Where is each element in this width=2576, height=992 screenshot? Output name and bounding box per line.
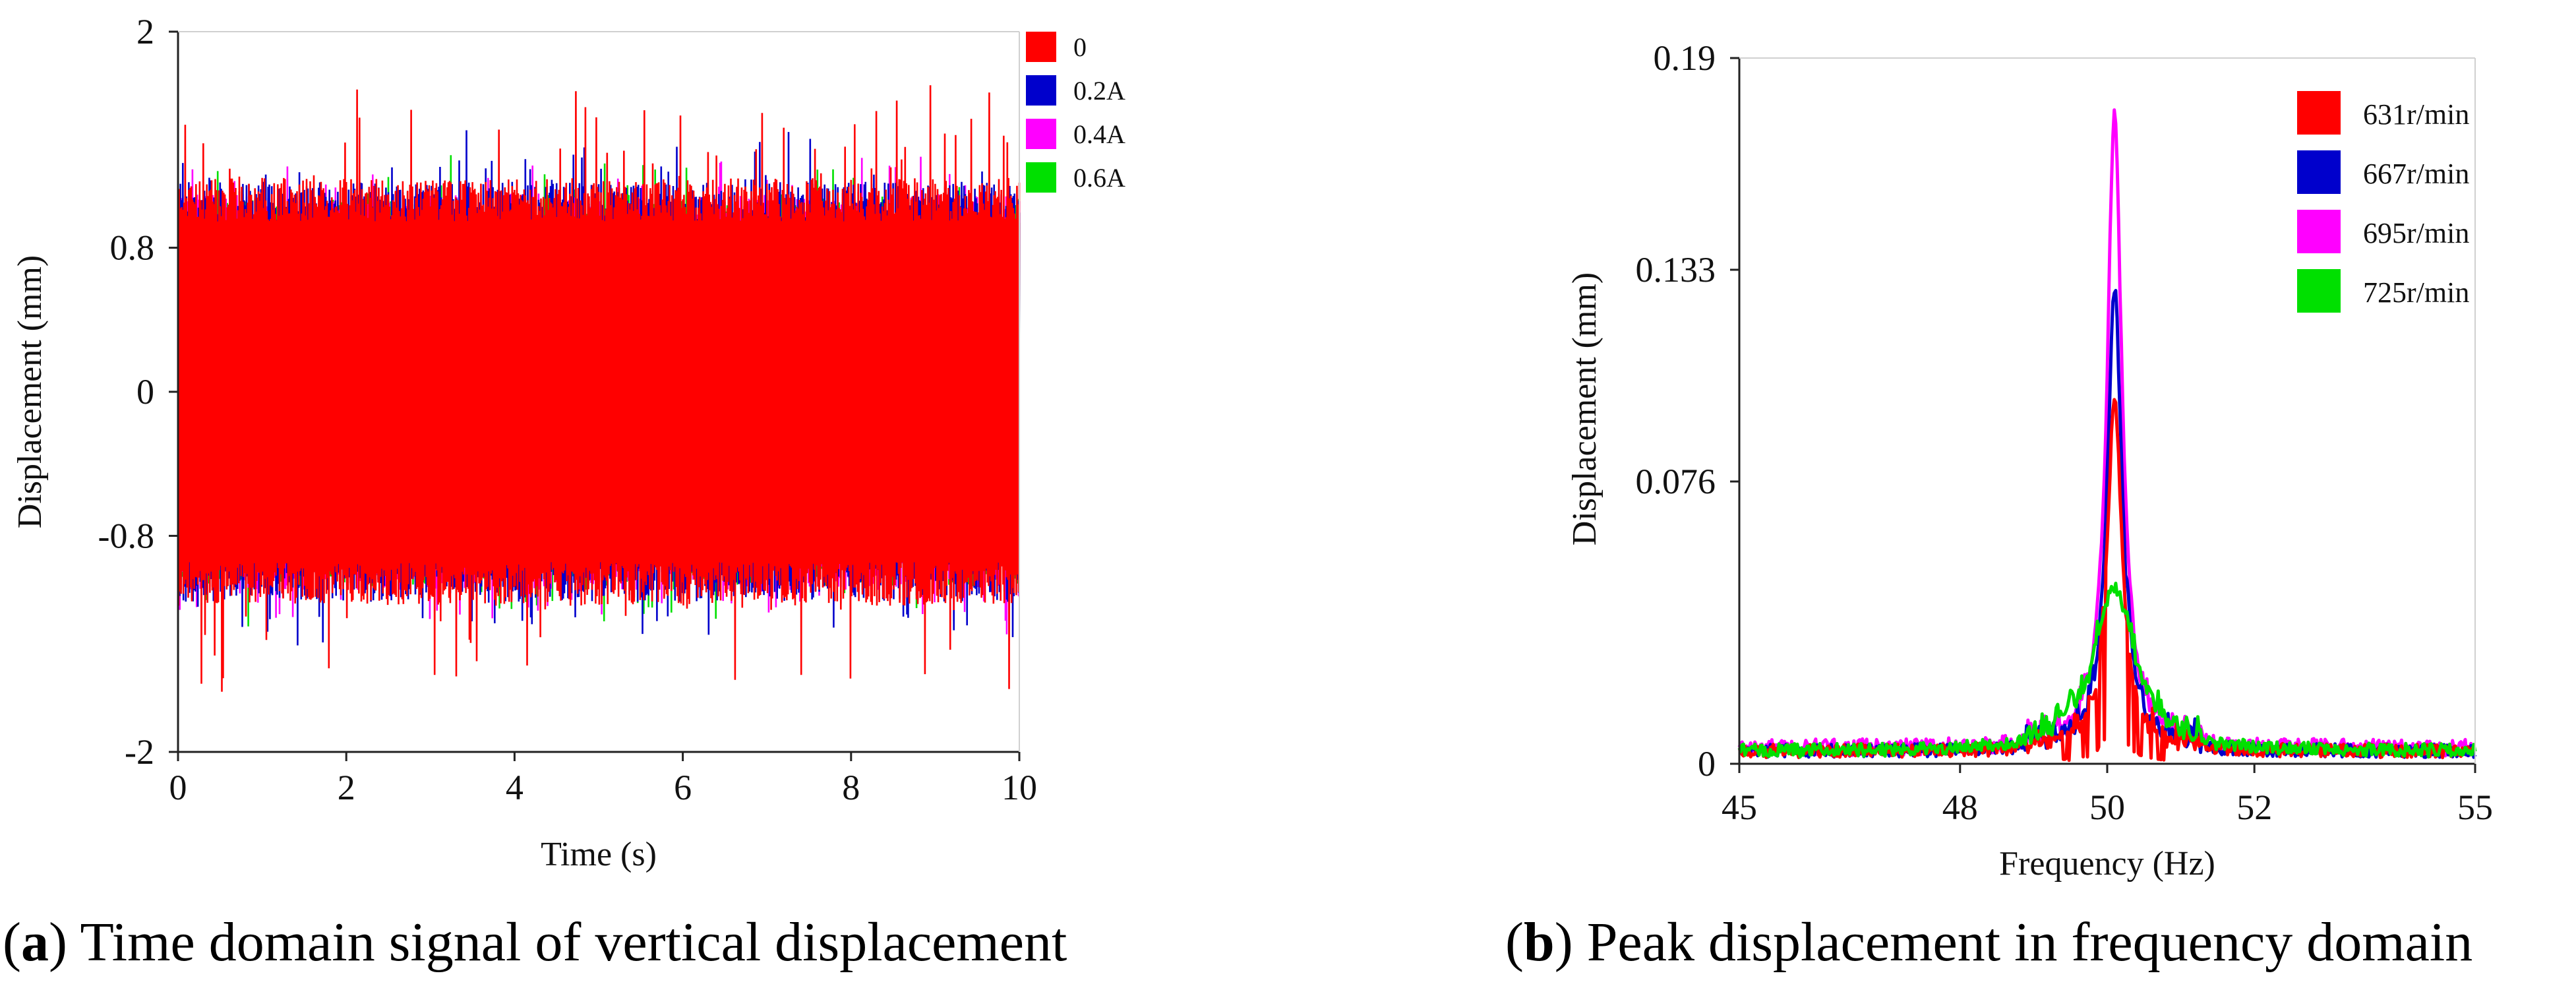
y-axis-label-b: Displacement (mm) bbox=[1566, 272, 1603, 545]
legend-label-a: 0.2A bbox=[1073, 76, 1125, 106]
y-tick-label-a: 2 bbox=[136, 12, 154, 51]
caption-a-text: Time domain signal of vertical displacem… bbox=[80, 912, 1067, 973]
legend-swatch-b bbox=[2297, 91, 2341, 135]
x-tick-label-b: 50 bbox=[2089, 788, 2125, 827]
legend-label-a: 0.6A bbox=[1073, 163, 1125, 193]
x-axis-label-b: Frequency (Hz) bbox=[1999, 845, 2215, 883]
x-tick-label-a: 8 bbox=[842, 768, 860, 807]
chart-frequency-domain: 45 48 50 52 55 0.19 0.133 0.076 0 Frequency (Hz)… bbox=[1566, 38, 2493, 883]
legend-swatch-a bbox=[1026, 32, 1056, 62]
legend-swatch-a bbox=[1026, 162, 1056, 193]
legend-label-b: 667r/min bbox=[2363, 158, 2469, 190]
y-tick-label-b: 0.19 bbox=[1654, 38, 1716, 78]
series-line-725r/min bbox=[1737, 581, 2477, 759]
legend-swatch-a bbox=[1026, 75, 1056, 106]
chart-b-series-group bbox=[1737, 108, 2477, 762]
x-tick-label-b: 45 bbox=[1722, 788, 1757, 827]
chart-a-ticks: 0 2 4 6 8 10 2 0.8 0 -0.8 -2 bbox=[98, 12, 1037, 807]
chart-b-legend: 631r/min 667r/min 695r/min 725r/min bbox=[2297, 91, 2469, 313]
y-tick-label-a: 0 bbox=[136, 372, 154, 412]
legend-label-b: 695r/min bbox=[2363, 217, 2469, 249]
caption-b-letter: b bbox=[1523, 912, 1555, 973]
legend-label-b: 631r/min bbox=[2363, 98, 2469, 131]
legend-label-a: 0.4A bbox=[1073, 119, 1125, 149]
legend-label-b: 725r/min bbox=[2363, 276, 2469, 309]
x-tick-label-a: 6 bbox=[674, 768, 692, 807]
chart-time-domain: 0 2 4 6 8 10 2 0.8 0 -0.8 -2 Time (s) Displacement… bbox=[11, 12, 1125, 873]
y-tick-label-a: -2 bbox=[125, 732, 154, 772]
caption-a: (a) Time domain signal of vertical displ… bbox=[3, 912, 1067, 973]
chart-a-legend: 0 0.2A 0.4A 0.6A bbox=[1026, 32, 1125, 193]
y-tick-label-b: 0.076 bbox=[1636, 462, 1716, 501]
legend-label-a: 0 bbox=[1073, 32, 1087, 62]
legend-swatch-a bbox=[1026, 119, 1056, 149]
legend-swatch-b bbox=[2297, 210, 2341, 253]
y-tick-label-a: 0.8 bbox=[110, 228, 155, 268]
legend-swatch-b bbox=[2297, 150, 2341, 194]
x-tick-label-b: 48 bbox=[1942, 788, 1978, 827]
series-line-0 bbox=[177, 85, 1021, 692]
chart-b-ticks: 45 48 50 52 55 0.19 0.133 0.076 0 bbox=[1636, 38, 2494, 827]
x-tick-label-b: 52 bbox=[2236, 788, 2272, 827]
x-tick-label-a: 4 bbox=[506, 768, 524, 807]
x-tick-label-b: 55 bbox=[2457, 788, 2493, 827]
x-tick-label-a: 0 bbox=[169, 768, 187, 807]
x-axis-label-a: Time (s) bbox=[541, 836, 657, 873]
caption-a-letter: a bbox=[20, 912, 49, 973]
y-tick-label-b: 0 bbox=[1698, 744, 1716, 784]
x-tick-label-a: 2 bbox=[338, 768, 355, 807]
x-tick-label-a: 10 bbox=[1002, 768, 1037, 807]
y-tick-label-a: -0.8 bbox=[98, 516, 154, 555]
chart-a-series-group bbox=[177, 85, 1021, 692]
y-tick-label-b: 0.133 bbox=[1636, 250, 1716, 290]
y-axis-label-a: Displacement (mm) bbox=[11, 255, 49, 528]
legend-swatch-b bbox=[2297, 269, 2341, 313]
caption-b-text: Peak displacement in frequency domain bbox=[1586, 912, 2473, 973]
caption-b: (b) Peak displacement in frequency domai… bbox=[1505, 912, 2473, 973]
